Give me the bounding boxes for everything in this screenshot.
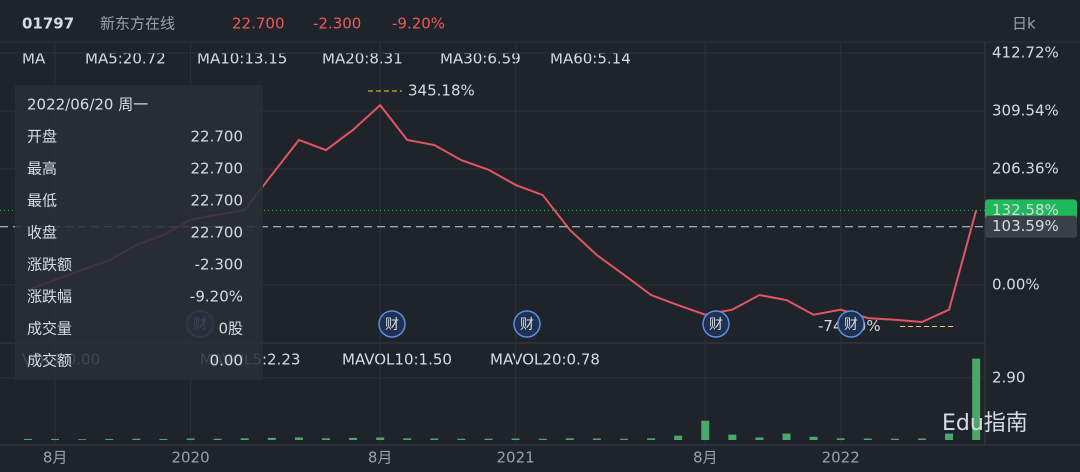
ma-legend: MA30:6.59 xyxy=(440,50,521,68)
info-label: 成交量 xyxy=(27,320,72,338)
volume-bar xyxy=(78,439,87,440)
ma-legend: MA5:20.72 xyxy=(85,50,166,68)
volume-bar xyxy=(105,438,114,440)
event-icon xyxy=(702,310,730,338)
info-value: 22.700 xyxy=(191,192,244,210)
volume-bar xyxy=(863,438,872,440)
volume-bar xyxy=(511,438,520,440)
event-icon xyxy=(837,310,865,338)
volume-bar xyxy=(24,438,32,440)
info-label: 涨跌幅 xyxy=(27,288,72,306)
x-tick-label: 2020 xyxy=(171,449,209,467)
ma-legend: MA60:5.14 xyxy=(550,50,631,68)
event-label: 财 xyxy=(385,317,399,333)
volume-bar xyxy=(294,437,303,440)
info-label: 收盘 xyxy=(27,224,57,242)
vol-legend: MAVOL20:0.78 xyxy=(490,351,600,369)
y-tick-label: 2.90 xyxy=(992,368,1025,386)
volume-bar xyxy=(647,438,656,440)
volume-bar xyxy=(186,438,195,440)
volume-bar xyxy=(484,438,493,440)
info-value: 22.700 xyxy=(191,160,244,178)
info-value: -9.20% xyxy=(190,288,243,306)
volume-bar xyxy=(945,433,954,440)
event-icon xyxy=(513,310,541,338)
volume-bar xyxy=(565,438,574,440)
volume-bar xyxy=(890,438,899,440)
crosshair-label: 103.59% xyxy=(992,217,1059,235)
y-tick-label: 309.54% xyxy=(992,102,1059,120)
volume-bar xyxy=(376,437,385,440)
info-label: 成交额 xyxy=(27,352,72,370)
info-label: 涨跌额 xyxy=(27,256,72,274)
y-tick-label: 0.00% xyxy=(992,275,1040,293)
ma-selector[interactable]: MA xyxy=(22,50,46,68)
info-value: 22.700 xyxy=(191,224,244,242)
ma-legend: MA20:8.31 xyxy=(322,50,403,68)
crosshair-box xyxy=(985,215,1077,238)
volume-bar xyxy=(972,358,981,440)
volume-bar xyxy=(538,438,547,440)
volume-bar xyxy=(267,437,276,440)
info-value: 0.00 xyxy=(210,352,243,370)
volume-bar xyxy=(403,438,412,440)
volume-bar xyxy=(51,438,60,440)
x-tick-label: 8月 xyxy=(43,449,68,467)
event-label: 财 xyxy=(844,317,858,333)
volume-bar xyxy=(349,437,358,440)
volume-bar xyxy=(159,438,168,440)
info-label: 最高 xyxy=(27,160,57,178)
info-panel xyxy=(15,85,263,380)
volume-bar xyxy=(782,433,791,440)
volume-bar xyxy=(619,438,628,440)
period[interactable]: 日k xyxy=(1012,15,1036,33)
vol-legend: MAVOL10:1.50 xyxy=(342,351,452,369)
price: 22.700 xyxy=(232,15,285,33)
volume-bar xyxy=(457,438,466,440)
volume-bar xyxy=(917,438,926,440)
volume-bar xyxy=(132,438,141,440)
x-tick-label: 2021 xyxy=(497,449,535,467)
stock-name: 新东方在线 xyxy=(100,15,175,33)
info-label: 开盘 xyxy=(27,128,57,146)
event-label: 财 xyxy=(709,317,723,333)
info-date: 2022/06/20 周一 xyxy=(27,96,148,114)
info-value: 0股 xyxy=(218,320,243,338)
volume-bar xyxy=(809,436,818,440)
watermark: Edu指南 xyxy=(942,411,1028,436)
x-tick-label: 2022 xyxy=(822,449,860,467)
info-label: 最低 xyxy=(27,192,57,210)
volume-bar xyxy=(430,438,439,440)
change: -2.300 xyxy=(313,15,361,33)
volume-bar xyxy=(701,420,710,440)
volume-bar xyxy=(674,435,683,440)
volume-bar xyxy=(728,434,737,440)
volume-bar xyxy=(755,437,764,440)
info-value: 22.700 xyxy=(191,128,244,146)
last-price-label: 132.58% xyxy=(992,201,1059,219)
change-pct: -9.20% xyxy=(392,15,445,33)
event-icon xyxy=(378,310,406,338)
event-label: 财 xyxy=(520,317,534,333)
x-tick-label: 8月 xyxy=(368,449,393,467)
stock-code: 01797 xyxy=(22,15,74,33)
high-label: 345.18% xyxy=(408,81,475,99)
volume-bar xyxy=(321,438,330,440)
y-tick-label: 412.72% xyxy=(992,44,1059,62)
volume-bar xyxy=(592,438,601,440)
ma-legend: MA10:13.15 xyxy=(197,50,287,68)
volume-bar xyxy=(213,438,222,440)
volume-bar xyxy=(240,438,249,440)
y-tick-label: 206.36% xyxy=(992,159,1059,177)
x-tick-label: 8月 xyxy=(693,449,718,467)
info-value: -2.300 xyxy=(195,256,243,274)
volume-bar xyxy=(836,438,845,440)
